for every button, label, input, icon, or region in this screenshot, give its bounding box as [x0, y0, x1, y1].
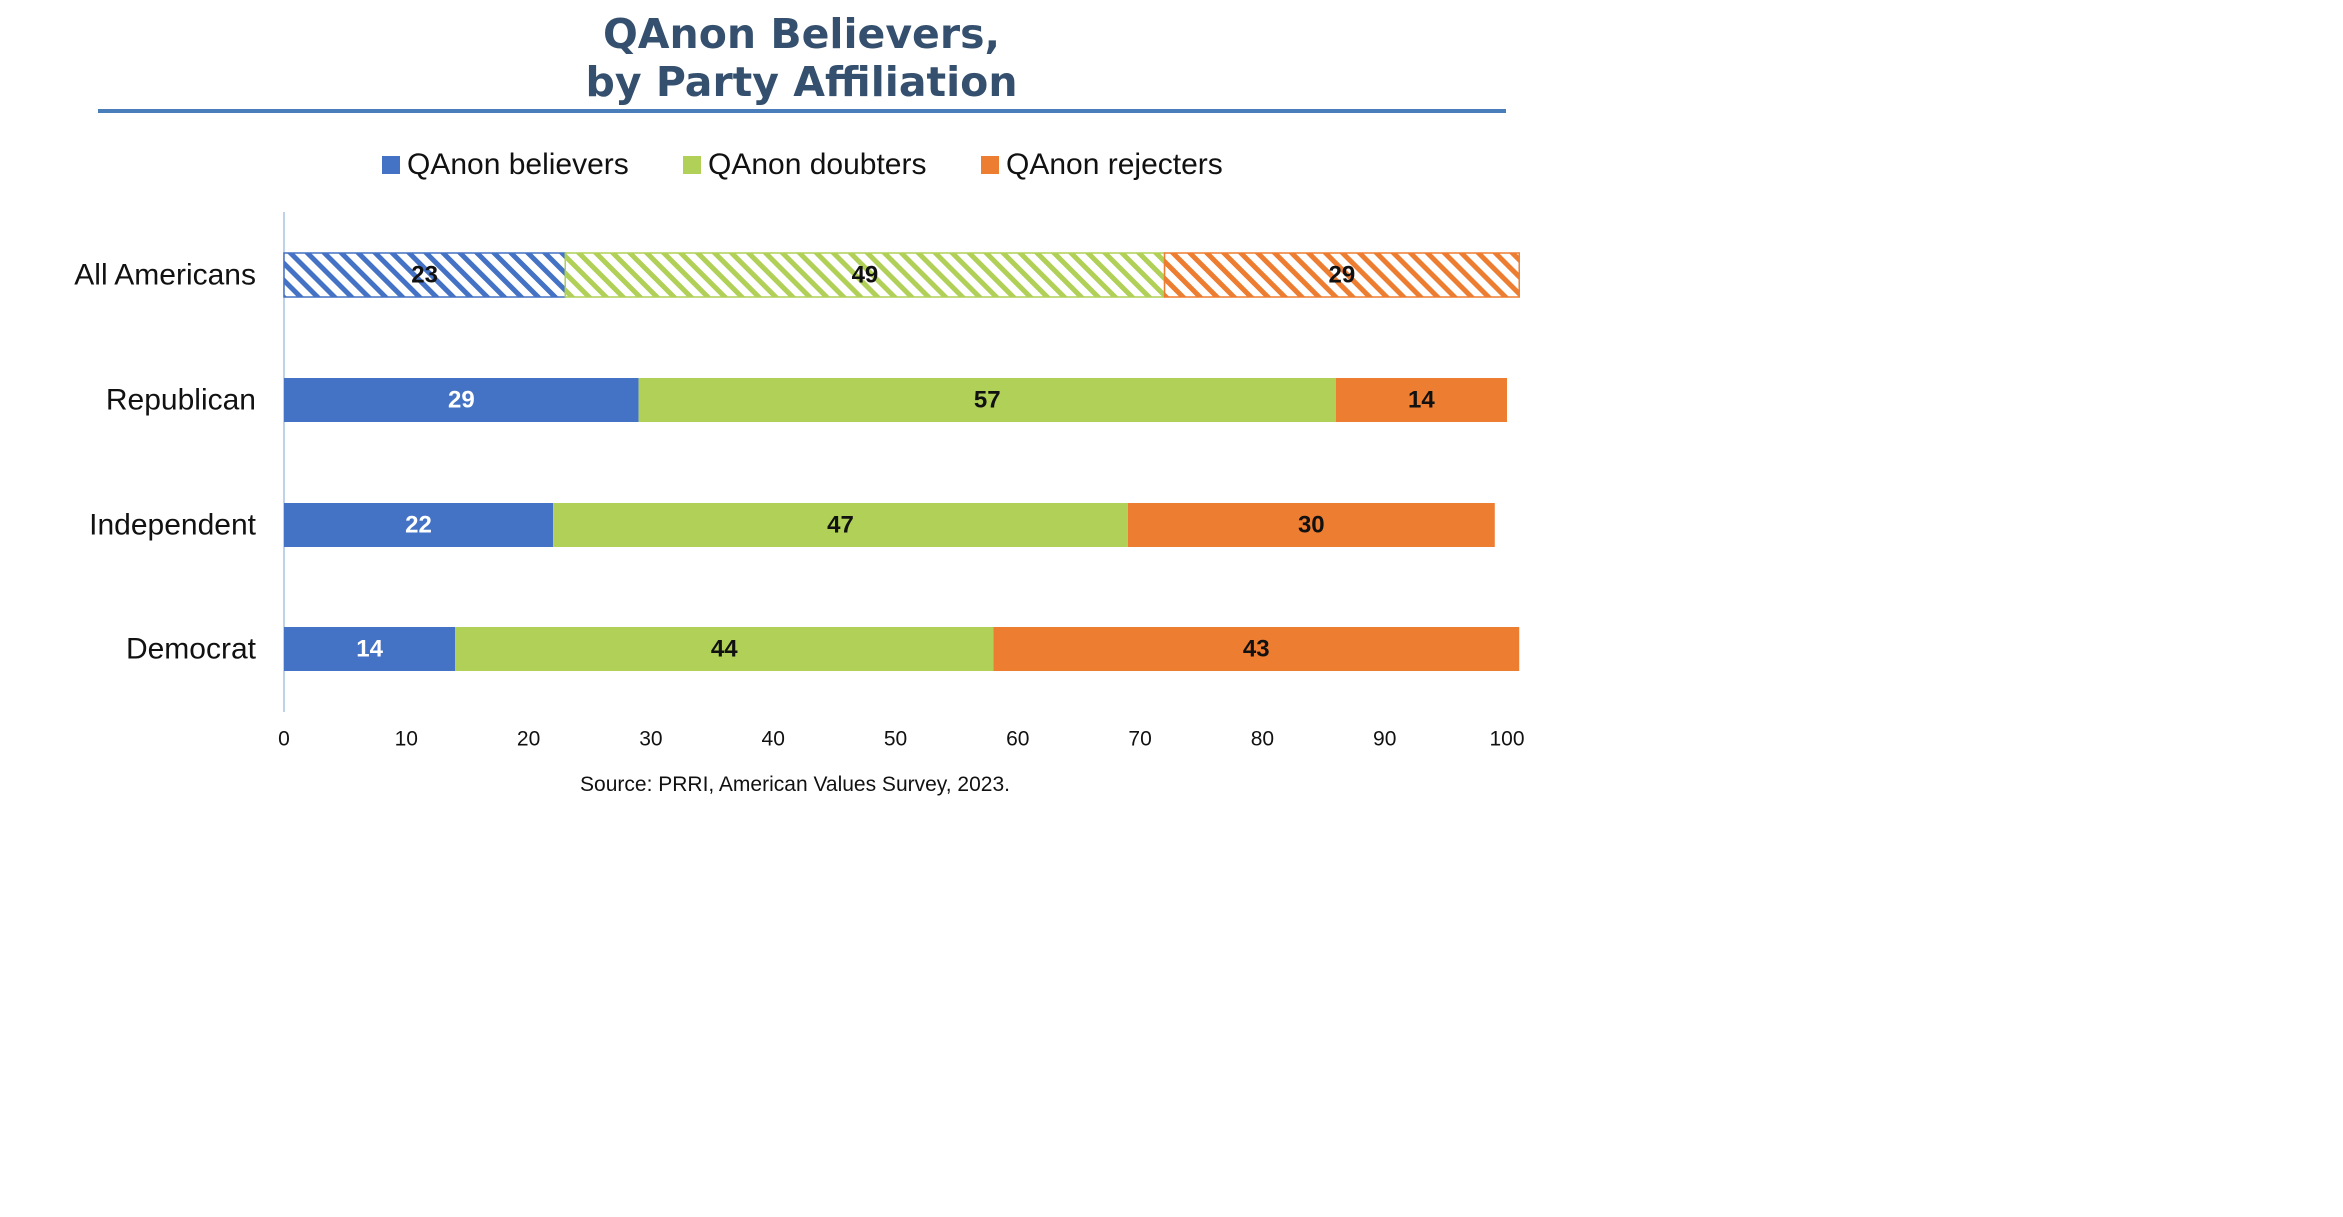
x-tick-label-10: 10 [395, 728, 418, 751]
chart-legend: QAnon believers QAnon doubters QAnon rej… [0, 140, 1603, 190]
data-label-all-americans-qanon-believers: 23 [411, 262, 438, 289]
bar-democrat-qanon-rejecters [993, 627, 1520, 671]
legend-label-doubters: QAnon doubters [708, 148, 927, 181]
legend-swatch-believers [382, 156, 400, 174]
x-tick-label-0: 0 [278, 728, 290, 751]
legend-item-rejecters: QAnon rejecters [981, 140, 1223, 190]
bar-all-americans-qanon-rejecters [1163, 252, 1520, 298]
data-label-all-americans-qanon-rejecters: 29 [1329, 262, 1356, 289]
category-label-democrat: Democrat [126, 633, 257, 666]
data-label-democrat-qanon-believers: 14 [356, 636, 383, 663]
legend-label-rejecters: QAnon rejecters [1006, 148, 1223, 181]
x-tick-label-90: 90 [1373, 728, 1396, 751]
x-tick-label-40: 40 [762, 728, 785, 751]
chart-title-line-1: QAnon Believers, [602, 10, 1001, 58]
x-tick-label-80: 80 [1251, 728, 1274, 751]
bar-independent-qanon-believers [284, 503, 554, 547]
legend-item-believers: QAnon believers [382, 140, 629, 190]
x-tick-label-60: 60 [1006, 728, 1029, 751]
bar-democrat-qanon-believers [284, 627, 456, 671]
legend-swatch-doubters [683, 156, 701, 174]
x-tick-label-30: 30 [639, 728, 662, 751]
source-note: Source: PRRI, American Values Survey, 20… [580, 773, 1010, 796]
bar-republican-qanon-doubters [638, 378, 1336, 422]
data-label-independent-qanon-believers: 22 [405, 512, 432, 539]
data-label-democrat-qanon-rejecters: 43 [1243, 636, 1270, 663]
bar-republican-qanon-rejecters [1335, 378, 1507, 422]
data-label-independent-qanon-doubters: 47 [827, 512, 854, 539]
data-label-republican-qanon-believers: 29 [448, 387, 475, 414]
data-label-republican-qanon-doubters: 57 [974, 387, 1001, 414]
bar-independent-qanon-rejecters [1127, 503, 1495, 547]
category-label-all-americans: All Americans [74, 259, 256, 292]
data-label-independent-qanon-rejecters: 30 [1298, 512, 1325, 539]
data-label-all-americans-qanon-doubters: 49 [852, 262, 879, 289]
bar-independent-qanon-doubters [553, 503, 1128, 547]
bar-republican-qanon-believers [284, 378, 639, 422]
data-label-democrat-qanon-doubters: 44 [711, 636, 738, 663]
x-tick-label-50: 50 [884, 728, 907, 751]
x-tick-label-70: 70 [1128, 728, 1151, 751]
bar-democrat-qanon-doubters [455, 627, 994, 671]
bar-all-americans-qanon-doubters [564, 252, 1166, 298]
x-tick-label-20: 20 [517, 728, 540, 751]
chart-title-line-2: by Party Affiliation [585, 58, 1018, 106]
category-label-republican: Republican [106, 384, 256, 417]
legend-label-believers: QAnon believers [407, 148, 629, 181]
title-underline [98, 109, 1506, 113]
legend-swatch-rejecters [981, 156, 999, 174]
data-label-republican-qanon-rejecters: 14 [1408, 387, 1435, 414]
legend-item-doubters: QAnon doubters [683, 140, 926, 190]
chart-title: QAnon Believers, by Party Affiliation [0, 10, 1603, 106]
x-tick-label-100: 100 [1489, 728, 1524, 751]
category-label-independent: Independent [89, 509, 256, 542]
